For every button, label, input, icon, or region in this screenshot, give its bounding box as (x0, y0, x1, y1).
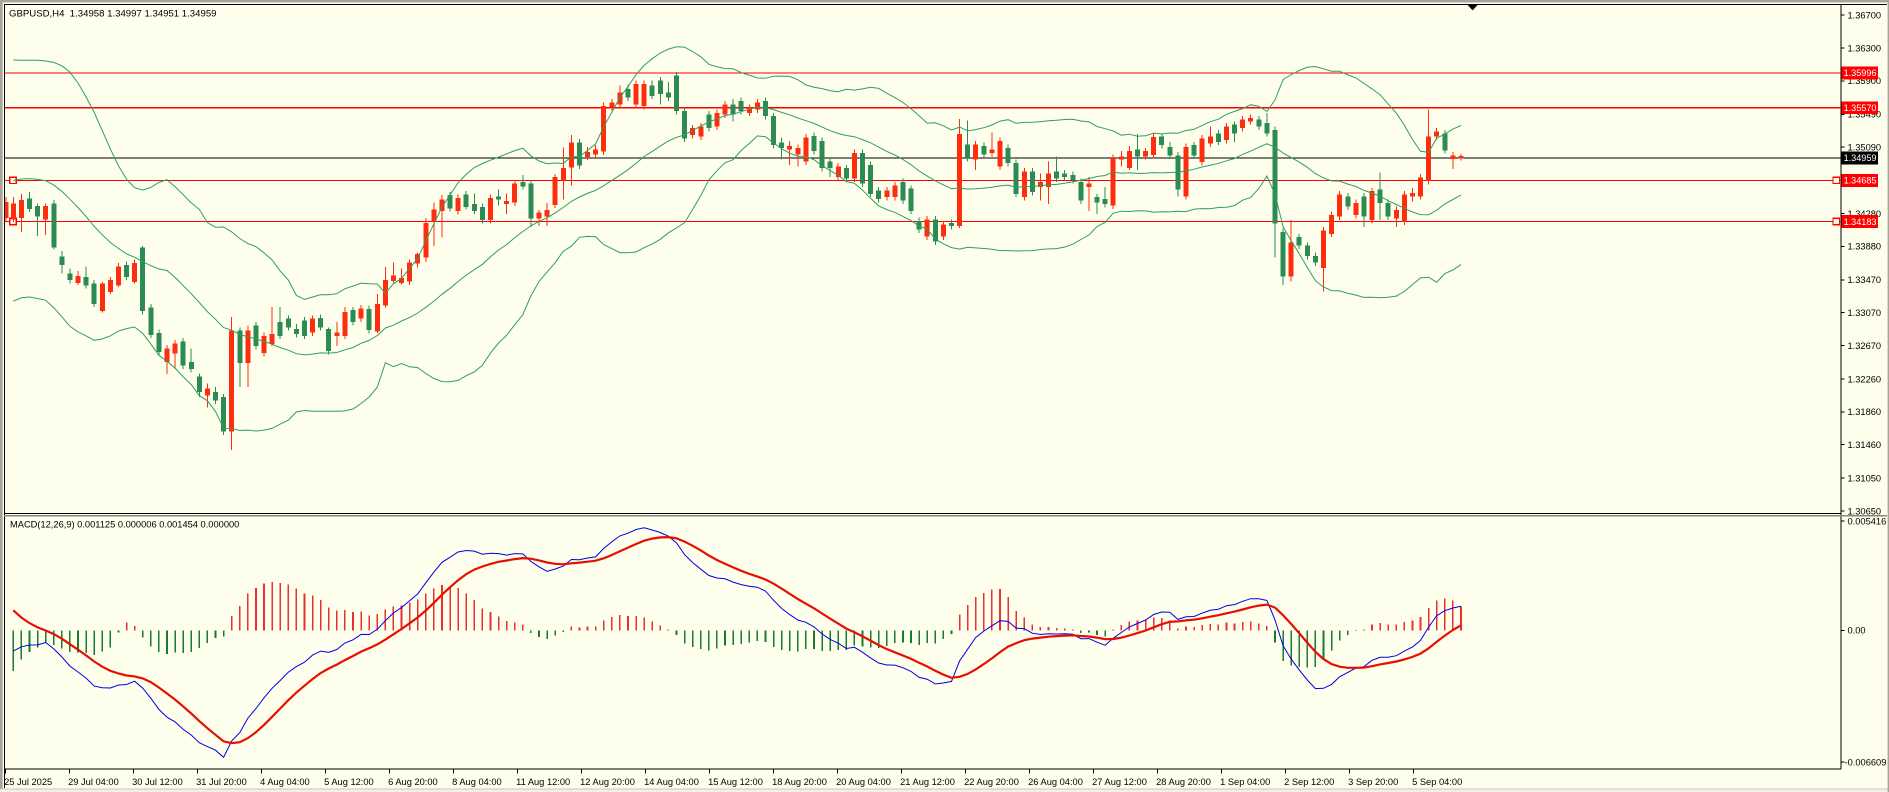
svg-text:1.32260: 1.32260 (1848, 374, 1882, 384)
svg-text:1.34183: 1.34183 (1844, 217, 1877, 227)
svg-text:14 Aug 04:00: 14 Aug 04:00 (644, 777, 699, 787)
svg-text:1.31050: 1.31050 (1848, 474, 1882, 484)
svg-text:12 Aug 20:00: 12 Aug 20:00 (580, 777, 635, 787)
svg-text:1.33070: 1.33070 (1848, 308, 1882, 318)
svg-text:31 Jul 20:00: 31 Jul 20:00 (196, 777, 247, 787)
svg-text:1.34280: 1.34280 (1848, 209, 1882, 219)
svg-text:3 Sep 20:00: 3 Sep 20:00 (1348, 777, 1398, 787)
svg-text:1.35996: 1.35996 (1844, 68, 1877, 78)
svg-text:1 Sep 04:00: 1 Sep 04:00 (1220, 777, 1270, 787)
svg-text:1.34959: 1.34959 (1844, 153, 1877, 163)
svg-text:15 Aug 12:00: 15 Aug 12:00 (708, 777, 763, 787)
svg-text:27 Aug 12:00: 27 Aug 12:00 (1092, 777, 1147, 787)
svg-text:1.30650: 1.30650 (1848, 506, 1882, 516)
svg-text:2 Sep 12:00: 2 Sep 12:00 (1284, 777, 1334, 787)
svg-text:MACD(12,26,9) 0.001125 0.00000: MACD(12,26,9) 0.001125 0.000006 0.001454… (10, 520, 239, 530)
svg-text:1.35490: 1.35490 (1848, 110, 1882, 120)
svg-text:28 Aug 20:00: 28 Aug 20:00 (1156, 777, 1211, 787)
svg-text:-0.006609: -0.006609 (1845, 757, 1887, 767)
svg-text:21 Aug 12:00: 21 Aug 12:00 (900, 777, 955, 787)
svg-text:1.31860: 1.31860 (1848, 407, 1882, 417)
svg-text:30 Jul 12:00: 30 Jul 12:00 (132, 777, 183, 787)
svg-text:22 Aug 20:00: 22 Aug 20:00 (964, 777, 1019, 787)
svg-text:11 Aug 12:00: 11 Aug 12:00 (516, 777, 570, 787)
svg-text:1.32670: 1.32670 (1848, 341, 1882, 351)
svg-text:1.35900: 1.35900 (1848, 76, 1882, 86)
svg-text:0.005416: 0.005416 (1848, 516, 1887, 526)
svg-text:29 Jul 04:00: 29 Jul 04:00 (68, 777, 119, 787)
svg-text:1.33470: 1.33470 (1848, 275, 1882, 285)
svg-text:6 Aug 20:00: 6 Aug 20:00 (388, 777, 438, 787)
svg-text:1.31460: 1.31460 (1848, 440, 1882, 450)
svg-text:1.36300: 1.36300 (1848, 43, 1882, 53)
svg-text:1.35090: 1.35090 (1848, 143, 1882, 153)
svg-text:1.35570: 1.35570 (1844, 103, 1877, 113)
svg-text:5 Sep 04:00: 5 Sep 04:00 (1412, 777, 1462, 787)
svg-text:1.34685: 1.34685 (1844, 176, 1877, 186)
svg-text:8 Aug 04:00: 8 Aug 04:00 (452, 777, 502, 787)
svg-text:20 Aug 04:00: 20 Aug 04:00 (836, 777, 891, 787)
svg-text:1.36700: 1.36700 (1848, 11, 1882, 21)
svg-text:25 Jul 2025: 25 Jul 2025 (4, 777, 52, 787)
svg-text:18 Aug 20:00: 18 Aug 20:00 (772, 777, 827, 787)
svg-text:0.00: 0.00 (1848, 626, 1866, 636)
svg-text:4 Aug 04:00: 4 Aug 04:00 (260, 777, 310, 787)
svg-text:1.33880: 1.33880 (1848, 242, 1882, 252)
svg-text:26 Aug 04:00: 26 Aug 04:00 (1028, 777, 1083, 787)
svg-text:5 Aug 12:00: 5 Aug 12:00 (324, 777, 374, 787)
svg-text:GBPUSD,H4 1.34958 1.34997 1.3: GBPUSD,H4 1.34958 1.34997 1.34951 1.3495… (9, 9, 217, 20)
